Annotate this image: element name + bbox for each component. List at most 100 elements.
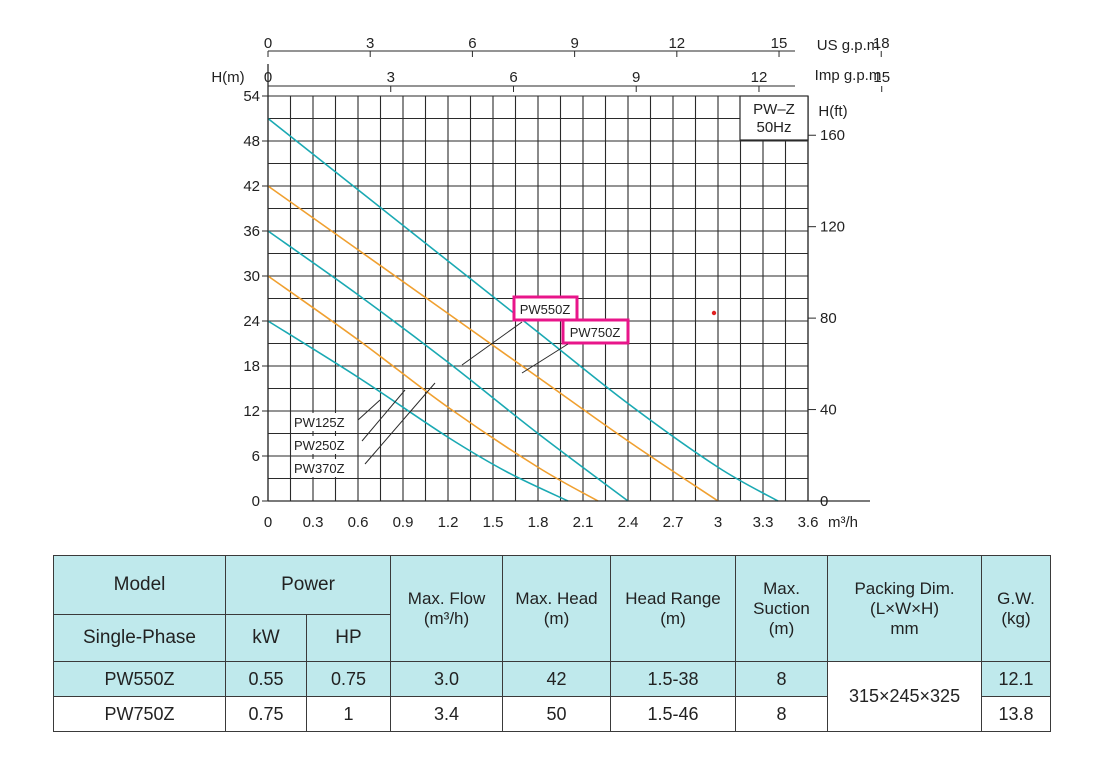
header-head-range-line2: (m) (660, 608, 686, 628)
series-label-pw750z: PW750Z (570, 325, 621, 340)
y-tick-label: 42 (243, 178, 260, 195)
imp-gpm-tick-label: 12 (751, 69, 768, 86)
y-axis-title: H(m) (211, 69, 244, 86)
x-tick-label: 3.6 (798, 514, 819, 531)
series-label-pw370z: PW370Z (294, 461, 345, 476)
header-gw: G.W. (kg) (981, 555, 1052, 662)
x-tick-label: 3 (714, 514, 722, 531)
x-tick-label: 0.9 (393, 514, 414, 531)
us-gpm-tick-label: 9 (570, 35, 578, 52)
series-label-pw550z: PW550Z (520, 302, 571, 317)
imp-gpm-axis-title: Imp g.p.m (815, 67, 882, 84)
x-tick-label: 1.5 (483, 514, 504, 531)
spec-table: Model Power Max. Flow (m³/h) Max. Head (… (53, 555, 1052, 732)
cell-hp: 0.75 (305, 661, 392, 697)
y2-tick-label: 40 (820, 402, 837, 419)
header-max-head-line1: Max. Head (515, 588, 598, 608)
leader-line-pw250z (361, 389, 406, 442)
header-kw: kW (225, 614, 307, 662)
us-gpm-tick-label: 18 (873, 35, 890, 52)
imp-gpm-tick-label: 3 (387, 69, 395, 86)
label-bg-pw370z (292, 459, 352, 477)
series-label-pw125z: PW125Z (294, 415, 345, 430)
header-model: Model (53, 555, 226, 615)
cell-hp: 1 (305, 696, 392, 732)
y-tick-label: 6 (252, 448, 260, 465)
leader-line-pw125z (357, 399, 381, 421)
chart-title: PW–Z (753, 101, 795, 118)
header-power: Power (224, 555, 392, 615)
y-tick-label: 30 (243, 268, 260, 285)
header-max-flow-line1: Max. Flow (407, 588, 486, 608)
cell-max-head: 50 (502, 696, 612, 732)
y2-tick-label: 0 (820, 493, 828, 510)
series-line-pw125z (267, 320, 569, 502)
header-max-suction-line3: (m) (768, 618, 795, 638)
y-tick-label: 48 (243, 133, 260, 150)
leader-line-pw370z (364, 382, 436, 465)
header-max-suction: Max. Suction (m) (735, 555, 829, 662)
imp-gpm-tick-label: 9 (632, 69, 640, 86)
cell-model: PW550Z (53, 661, 226, 697)
x-tick-label: 2.4 (618, 514, 639, 531)
y2-tick-label: 160 (820, 127, 845, 144)
chart-title-box (739, 95, 809, 141)
header-max-head: Max. Head (m) (502, 555, 612, 662)
x-tick-label: 3.3 (753, 514, 774, 531)
us-gpm-tick-label: 12 (668, 35, 685, 52)
header-max-suction-line1: Max. (763, 578, 800, 598)
header-packing-line2: (L×W×H) (870, 598, 939, 618)
y-tick-label: 54 (243, 88, 260, 105)
cell-model: PW750Z (53, 696, 226, 732)
series-line-pw750z (267, 117, 779, 502)
x-tick-label: 1.8 (528, 514, 549, 531)
y-tick-label: 36 (243, 223, 260, 240)
header-packing-dim: Packing Dim. (L×W×H) mm (827, 555, 983, 662)
series-line-pw370z (267, 230, 629, 502)
y-tick-label: 0 (252, 493, 260, 510)
y2-axis-title: H(ft) (818, 103, 847, 120)
label-box-pw750z (561, 318, 630, 345)
header-max-suction-line2: Suction (753, 598, 810, 618)
y2-tick-label: 80 (820, 310, 837, 327)
cell-head-range: 1.5-38 (610, 661, 737, 697)
x-tick-label: 0.3 (303, 514, 324, 531)
axes: 0 0.3 0.6 0.9 1.2 1.5 1.8 2.1 2.4 2.7 3 3.3 3.6 m³/h0… (211, 35, 890, 531)
y2-tick-label: 120 (820, 219, 845, 236)
label-bg-pw250z (292, 436, 352, 454)
chart-subtitle: 50Hz (756, 119, 791, 136)
cell-gw: 12.1 (981, 661, 1052, 697)
series-curves (267, 117, 779, 502)
header-max-flow: Max. Flow (m³/h) (390, 555, 504, 662)
header-head-range-line1: Head Range (625, 588, 721, 608)
cell-kw: 0.75 (225, 696, 307, 732)
pump-performance-chart: 0 0.3 0.6 0.9 1.2 1.5 1.8 2.1 2.4 2.7 3 3.3 3.6 m³/h 0… (211, 35, 890, 531)
header-max-head-line2: (m) (543, 608, 570, 628)
cell-max-suction: 8 (735, 696, 829, 732)
cell-max-flow: 3.0 (390, 661, 504, 697)
cell-max-flow: 3.4 (390, 696, 504, 732)
us-gpm-tick-label: 3 (366, 35, 374, 52)
x-tick-label: 0.6 (348, 514, 369, 531)
header-single-phase: Single-Phase (53, 614, 226, 662)
header-packing-line1: Packing Dim. (854, 578, 955, 598)
header-head-range: Head Range (m) (610, 555, 737, 662)
cell-max-suction: 8 (735, 661, 829, 697)
header-hp: HP (305, 614, 392, 662)
us-gpm-tick-label: 0 (264, 35, 272, 52)
y-tick-label: 12 (243, 403, 260, 420)
chart-canvas: 0 0.3 0.6 0.9 1.2 1.5 1.8 2.1 2.4 2.7 3 3.3 3.6 m³/h0… (211, 35, 890, 531)
x-axis-title: m³/h (828, 514, 858, 531)
label-box-pw550z (512, 295, 579, 322)
series-line-pw550z (267, 185, 719, 502)
cell-kw: 0.55 (225, 661, 307, 697)
imp-gpm-tick-label: 6 (509, 69, 517, 86)
leader-line-pw750z (521, 343, 569, 374)
series-label-pw250z: PW250Z (294, 438, 345, 453)
series-line-pw250z (267, 275, 599, 502)
imp-gpm-tick-label: 0 (264, 69, 272, 86)
x-tick-label: 2.7 (663, 514, 684, 531)
cell-gw: 13.8 (981, 696, 1052, 732)
us-gpm-axis-title: US g.p.m (817, 37, 880, 54)
